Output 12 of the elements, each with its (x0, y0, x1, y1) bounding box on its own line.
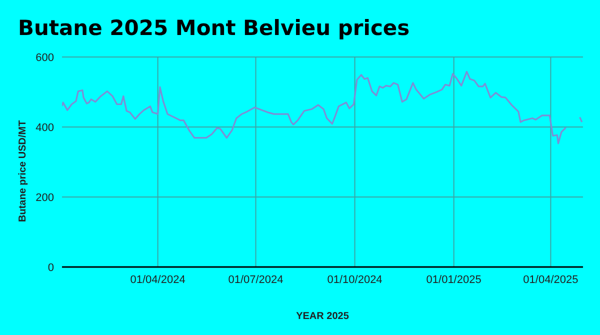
x-tick-label: 01/10/2024 (327, 274, 382, 286)
x-tick-label: 01/04/2025 (523, 274, 578, 286)
y-tick-label: 200 (36, 192, 54, 204)
x-tick-label: 01/07/2024 (228, 274, 284, 286)
chart-title: Butane 2025 Mont Belvieu prices (18, 16, 410, 40)
y-tick-label: 400 (36, 122, 54, 134)
x-tick-label: 01/01/2025 (426, 274, 482, 286)
y-tick-label: 600 (36, 52, 54, 64)
x-axis-title: YEAR 2025 (296, 311, 350, 322)
x-tick-label: 01/04/2024 (130, 274, 186, 286)
y-tick-label: 0 (48, 262, 54, 274)
y-axis-title: Butane price USD/MT (18, 120, 29, 222)
